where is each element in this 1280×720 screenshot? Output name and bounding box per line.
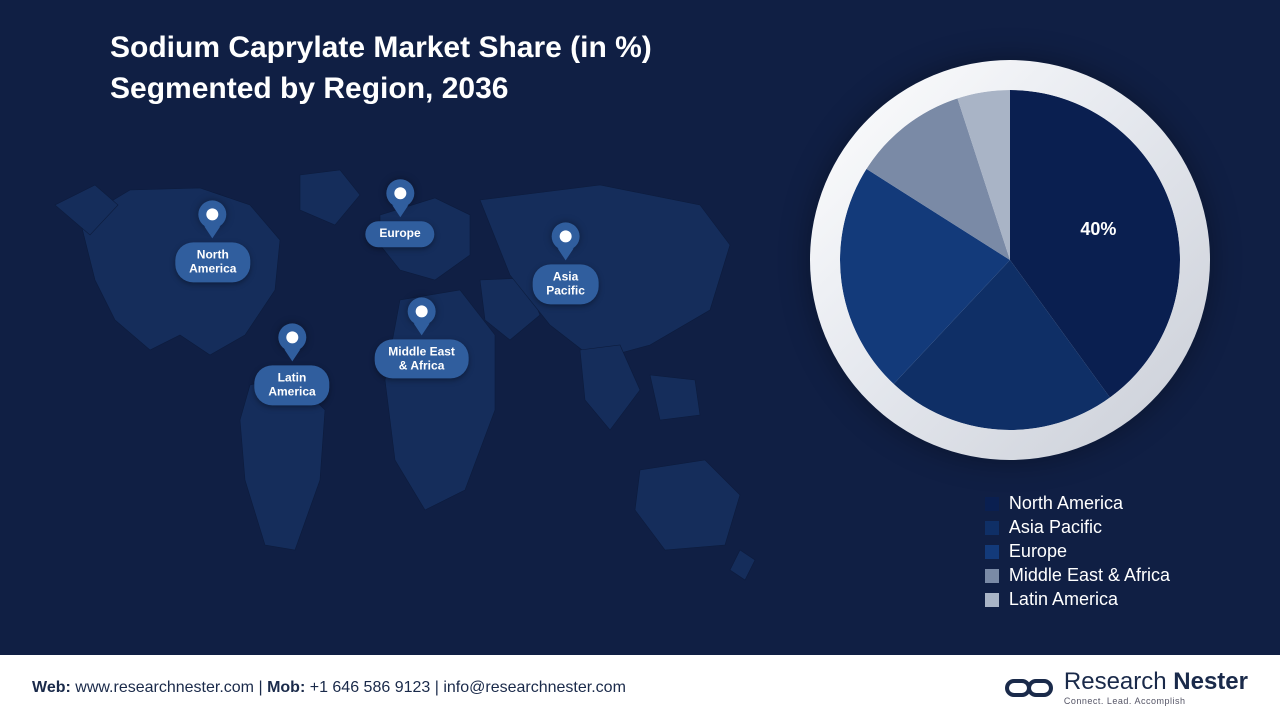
pie-svg xyxy=(840,90,1180,430)
pin-tail xyxy=(284,350,300,362)
legend-swatch xyxy=(985,497,999,511)
legend-item: Europe xyxy=(985,541,1170,562)
map-pin-latin-america: LatinAmerica xyxy=(254,324,329,406)
footer-bar: Web: www.researchnester.com | Mob: +1 64… xyxy=(0,655,1280,720)
pin-label: LatinAmerica xyxy=(254,366,329,406)
legend-item: Asia Pacific xyxy=(985,517,1170,538)
pin-marker-icon xyxy=(552,222,580,250)
pin-label: Middle East& Africa xyxy=(374,339,469,379)
footer-sep1: | xyxy=(258,679,267,696)
pin-tail xyxy=(558,248,574,260)
pie-ring: 40% xyxy=(810,60,1210,460)
map-pin-north-america: NorthAmerica xyxy=(175,200,250,282)
footer-mob-label: Mob: xyxy=(267,679,305,696)
chart-title: Sodium Caprylate Market Share (in %) Seg… xyxy=(110,28,652,109)
pie-slice-label: 40% xyxy=(1080,219,1116,240)
map-pin-mideast-africa: Middle East& Africa xyxy=(374,297,469,379)
legend-item: North America xyxy=(985,493,1170,514)
pie-chart-area: 40% xyxy=(810,60,1210,460)
pin-tail xyxy=(414,323,430,335)
pin-label: NorthAmerica xyxy=(175,242,250,282)
map-pin-europe: Europe xyxy=(365,179,434,247)
footer-email: info@researchnester.com xyxy=(443,679,626,696)
legend-swatch xyxy=(985,521,999,535)
brand-link-icon xyxy=(1004,673,1054,703)
map-pin-asia-pacific: AsiaPacific xyxy=(532,222,599,304)
legend-label: Asia Pacific xyxy=(1009,517,1102,538)
pin-label: AsiaPacific xyxy=(532,264,599,304)
brand-text: Research Nester Connect. Lead. Accomplis… xyxy=(1064,670,1248,706)
title-line1: Sodium Caprylate Market Share (in %) xyxy=(110,31,652,64)
pin-marker-icon xyxy=(408,297,436,325)
infographic-main: Sodium Caprylate Market Share (in %) Seg… xyxy=(0,0,1280,655)
legend-label: Latin America xyxy=(1009,589,1118,610)
brand-name: Research Nester xyxy=(1064,670,1248,694)
pin-label: Europe xyxy=(365,221,434,247)
footer-web: www.researchnester.com xyxy=(75,679,254,696)
footer-mob: +1 646 586 9123 xyxy=(310,679,431,696)
pin-marker-icon xyxy=(386,179,414,207)
world-map: NorthAmerica Europe AsiaPacific LatinAmeric… xyxy=(40,150,760,590)
legend-item: Latin America xyxy=(985,589,1170,610)
legend-swatch xyxy=(985,569,999,583)
brand-first: Research xyxy=(1064,668,1167,695)
legend-swatch xyxy=(985,593,999,607)
legend-label: North America xyxy=(1009,493,1123,514)
brand-tagline: Connect. Lead. Accomplish xyxy=(1064,697,1248,706)
legend: North America Asia Pacific Europe Middle Ea… xyxy=(985,490,1170,613)
pie-chart xyxy=(840,90,1180,430)
brand-logo: Research Nester Connect. Lead. Accomplis… xyxy=(1004,670,1248,706)
legend-item: Middle East & Africa xyxy=(985,565,1170,586)
legend-swatch xyxy=(985,545,999,559)
legend-label: Europe xyxy=(1009,541,1067,562)
footer-contact: Web: www.researchnester.com | Mob: +1 64… xyxy=(32,679,626,697)
pin-marker-icon xyxy=(278,324,306,352)
footer-web-label: Web: xyxy=(32,679,71,696)
pin-tail xyxy=(205,226,221,238)
brand-last: Nester xyxy=(1173,668,1248,695)
legend-label: Middle East & Africa xyxy=(1009,565,1170,586)
pin-marker-icon xyxy=(199,200,227,228)
pin-tail xyxy=(392,205,408,217)
title-line2: Segmented by Region, 2036 xyxy=(110,72,508,105)
